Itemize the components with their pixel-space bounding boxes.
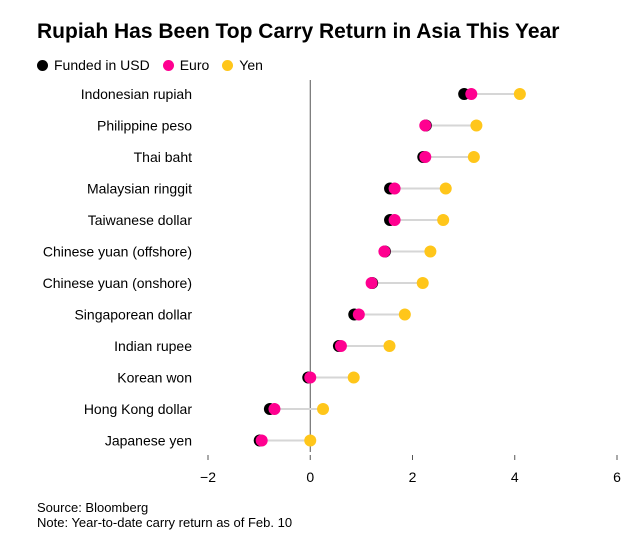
- category-label: Chinese yuan (onshore): [43, 275, 192, 291]
- euro-dot: [334, 340, 347, 352]
- legend-label-yen: Yen: [239, 57, 263, 73]
- x-tick-label: −2: [200, 469, 216, 485]
- category-label: Malaysian ringgit: [87, 181, 192, 197]
- category-label: Thai baht: [134, 149, 192, 165]
- source-note: Source: Bloomberg: [37, 500, 149, 515]
- x-tick-label: 6: [613, 469, 621, 485]
- category-label: Korean won: [117, 370, 192, 386]
- euro-dot: [304, 371, 317, 384]
- yen-dot: [304, 434, 317, 447]
- yen-dot: [513, 88, 526, 100]
- legend-dot-usd: [37, 59, 48, 71]
- yen-dot: [347, 371, 360, 384]
- euro-dot: [388, 214, 401, 226]
- euro-dot: [268, 403, 281, 415]
- euro-dot: [419, 151, 432, 163]
- yen-dot: [424, 245, 437, 258]
- category-label: Indonesian rupiah: [81, 86, 192, 102]
- euro-dot: [378, 245, 391, 258]
- yen-dot: [416, 277, 429, 289]
- category-label: Indian rupee: [114, 338, 192, 354]
- euro-dot: [419, 119, 432, 132]
- x-tick-label: 4: [511, 469, 519, 485]
- category-label: Japanese yen: [105, 433, 192, 449]
- footnote: Note: Year-to-date carry return as of Fe…: [37, 515, 293, 530]
- euro-dot: [465, 88, 478, 100]
- chart-footer: Source: Bloomberg Note: Year-to-date car…: [37, 500, 292, 530]
- euro-dot: [365, 277, 378, 289]
- category-label: Taiwanese dollar: [88, 212, 193, 228]
- legend-label-usd: Funded in USD: [54, 57, 150, 73]
- x-tick-label: 0: [306, 469, 314, 485]
- chart-title: Rupiah Has Been Top Carry Return in Asia…: [37, 20, 560, 43]
- legend-dot-euro: [162, 59, 174, 71]
- yen-dot: [439, 182, 452, 195]
- legend-label-euro: Euro: [179, 57, 210, 73]
- x-tick-label: 2: [409, 469, 417, 485]
- legend: Funded in USD Euro Yen: [37, 56, 276, 74]
- category-label: Chinese yuan (offshore): [43, 244, 192, 260]
- legend-dot-yen: [222, 59, 234, 71]
- legend-item-euro: Euro: [162, 57, 210, 73]
- yen-dot: [398, 308, 411, 321]
- yen-dot: [467, 151, 480, 163]
- legend-item-yen: Yen: [222, 57, 263, 73]
- yen-dot: [437, 214, 450, 226]
- category-label: Singaporean dollar: [74, 307, 192, 323]
- category-label: Philippine peso: [97, 118, 192, 134]
- legend-item-usd: Funded in USD: [37, 57, 150, 73]
- euro-dot: [352, 308, 365, 321]
- euro-dot: [388, 182, 401, 195]
- category-label: Hong Kong dollar: [84, 401, 193, 417]
- yen-dot: [470, 119, 483, 132]
- yen-dot: [317, 403, 330, 415]
- euro-dot: [255, 434, 268, 447]
- yen-dot: [383, 340, 396, 352]
